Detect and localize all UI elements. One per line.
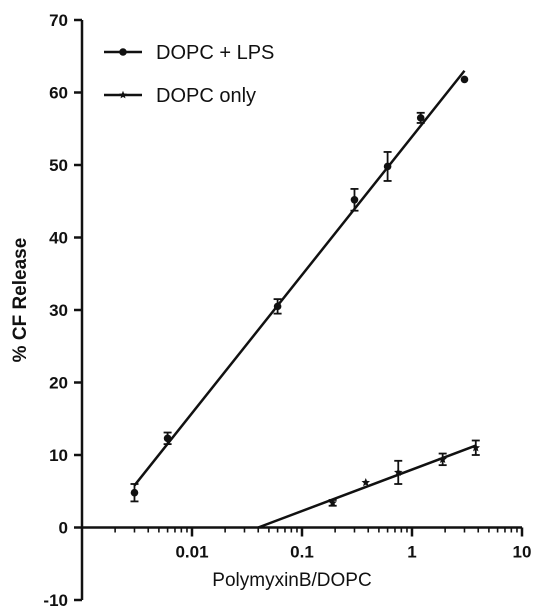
legend-item-1: DOPC + LPS xyxy=(104,42,274,64)
data-point xyxy=(361,478,371,487)
y-tick-label: 20 xyxy=(49,374,68,393)
data-point xyxy=(383,162,392,171)
data-point xyxy=(130,488,139,497)
legend: DOPC + LPS DOPC only xyxy=(104,42,274,107)
data-point xyxy=(163,434,172,443)
legend-marker xyxy=(119,48,127,56)
y-tick-label: 60 xyxy=(49,84,68,103)
data-point xyxy=(273,302,282,311)
series-2 xyxy=(257,439,481,529)
legend-label: DOPC + LPS xyxy=(156,42,274,64)
y-tick-label: 40 xyxy=(49,229,68,248)
y-tick-label: 70 xyxy=(49,11,68,30)
x-tick-label: 0.1 xyxy=(290,543,314,562)
x-tick-label: 1 xyxy=(407,543,416,562)
y-tick-label: 0 xyxy=(59,519,68,538)
y-axis-title: % CF Release xyxy=(10,238,31,363)
y-tick-label: -10 xyxy=(43,591,68,607)
data-point xyxy=(438,454,447,463)
data-point xyxy=(460,75,469,84)
y-tick-label: 10 xyxy=(49,446,68,465)
legend-marker xyxy=(119,90,127,99)
x-tick-label: 0.01 xyxy=(175,543,208,562)
fit-line xyxy=(133,69,466,487)
data-point xyxy=(471,443,481,452)
x-axis-title: PolymyxinB/DOPC xyxy=(212,570,371,591)
series-layer xyxy=(130,69,481,529)
data-point xyxy=(328,498,337,507)
data-point xyxy=(350,196,359,204)
x-tick-label: 10 xyxy=(513,543,532,562)
y-tick-label: 30 xyxy=(49,301,68,320)
series-1 xyxy=(130,69,469,503)
fit-line xyxy=(257,444,477,529)
data-point xyxy=(393,467,403,477)
legend-item-2: DOPC only xyxy=(104,85,256,107)
legend-label: DOPC only xyxy=(156,85,256,107)
axes: -10 0 10 20 30 40 50 60 70 0.01 0.1 1 10 xyxy=(43,11,531,607)
data-point xyxy=(416,114,425,122)
y-tick-label: 50 xyxy=(49,156,68,175)
